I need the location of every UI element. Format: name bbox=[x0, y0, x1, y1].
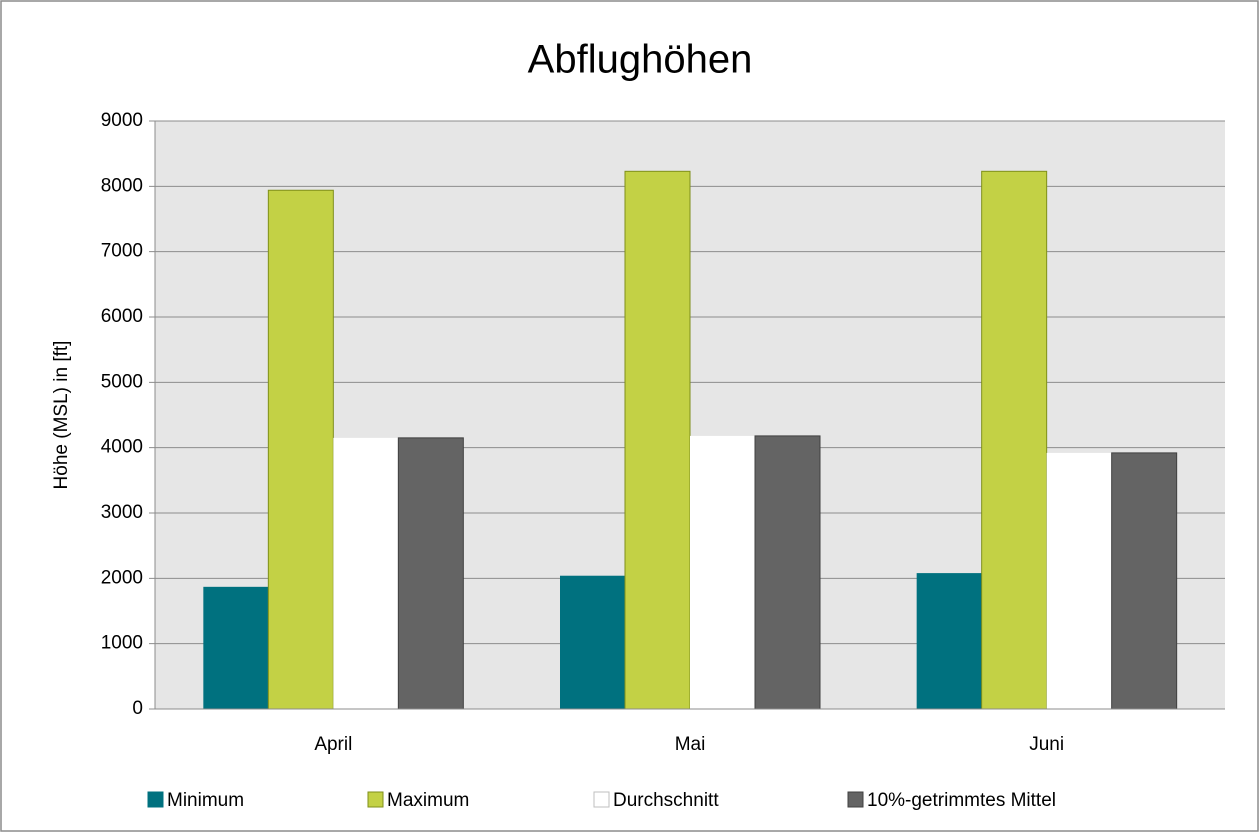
legend-swatch bbox=[147, 791, 164, 808]
legend-label: Durchschnitt bbox=[613, 790, 719, 811]
y-tick-label: 3000 bbox=[101, 502, 143, 523]
y-tick-label: 9000 bbox=[101, 110, 143, 131]
y-tick-label: 1000 bbox=[101, 633, 143, 654]
legend-swatch bbox=[367, 791, 384, 808]
y-tick-label: 0 bbox=[132, 698, 143, 719]
legend-label: Maximum bbox=[387, 790, 469, 811]
bar bbox=[267, 189, 334, 710]
bar bbox=[333, 437, 399, 709]
legend-label: Minimum bbox=[167, 790, 244, 811]
y-axis-label: Höhe (MSL) in [ft] bbox=[51, 341, 72, 490]
y-tick-label: 2000 bbox=[101, 567, 143, 588]
bar bbox=[1111, 452, 1178, 710]
bar bbox=[754, 435, 821, 710]
y-tick-label: 7000 bbox=[101, 241, 143, 262]
y-tick-label: 4000 bbox=[101, 437, 143, 458]
bar bbox=[624, 170, 691, 710]
x-tick-label: Juni bbox=[1029, 734, 1064, 755]
bar bbox=[916, 573, 982, 709]
bar bbox=[560, 575, 625, 709]
bar bbox=[203, 586, 269, 709]
legend-swatch bbox=[847, 791, 864, 808]
legend-label: 10%-getrimmtes Mittel bbox=[867, 790, 1056, 811]
bar bbox=[690, 435, 755, 709]
y-tick-label: 8000 bbox=[101, 175, 143, 196]
bar bbox=[1046, 452, 1112, 709]
y-tick-label: 5000 bbox=[101, 371, 143, 392]
bar bbox=[981, 170, 1048, 710]
bar bbox=[397, 437, 464, 710]
x-tick-label: Mai bbox=[675, 734, 706, 755]
y-tick-label: 6000 bbox=[101, 306, 143, 327]
chart-title: Abflughöhen bbox=[528, 38, 753, 82]
x-tick-label: April bbox=[314, 734, 352, 755]
legend-swatch bbox=[593, 791, 610, 808]
